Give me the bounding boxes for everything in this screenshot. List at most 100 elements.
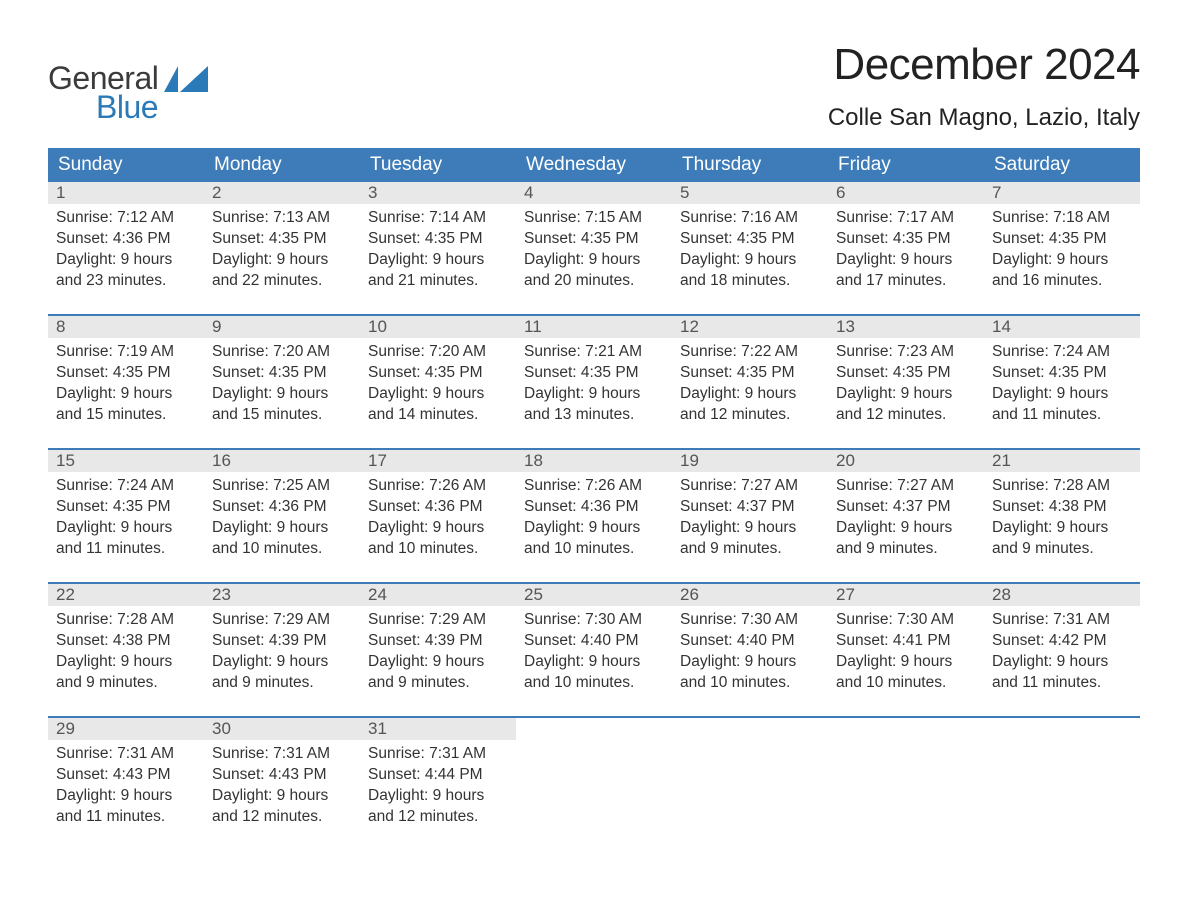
day-sunset: Sunset: 4:42 PM xyxy=(992,631,1132,652)
day-cell: 18Sunrise: 7:26 AMSunset: 4:36 PMDayligh… xyxy=(516,450,672,568)
day-sunset: Sunset: 4:36 PM xyxy=(56,229,196,250)
day-d2: and 9 minutes. xyxy=(56,673,196,694)
day-sunset: Sunset: 4:39 PM xyxy=(368,631,508,652)
day-d2: and 12 minutes. xyxy=(680,405,820,426)
day-d2: and 10 minutes. xyxy=(836,673,976,694)
day-d1: Daylight: 9 hours xyxy=(368,652,508,673)
day-sunset: Sunset: 4:44 PM xyxy=(368,765,508,786)
day-cell: 26Sunrise: 7:30 AMSunset: 4:40 PMDayligh… xyxy=(672,584,828,702)
day-sunset: Sunset: 4:35 PM xyxy=(836,229,976,250)
day-cell: 21Sunrise: 7:28 AMSunset: 4:38 PMDayligh… xyxy=(984,450,1140,568)
day-cell: 9Sunrise: 7:20 AMSunset: 4:35 PMDaylight… xyxy=(204,316,360,434)
day-d1: Daylight: 9 hours xyxy=(992,652,1132,673)
dow-sunday: Sunday xyxy=(48,148,204,182)
day-body: Sunrise: 7:30 AMSunset: 4:40 PMDaylight:… xyxy=(516,606,672,702)
day-sunrise: Sunrise: 7:24 AM xyxy=(992,342,1132,363)
day-d2: and 10 minutes. xyxy=(524,673,664,694)
day-cell: 16Sunrise: 7:25 AMSunset: 4:36 PMDayligh… xyxy=(204,450,360,568)
day-sunrise: Sunrise: 7:29 AM xyxy=(368,610,508,631)
dow-header-row: Sunday Monday Tuesday Wednesday Thursday… xyxy=(48,148,1140,182)
day-sunrise: Sunrise: 7:18 AM xyxy=(992,208,1132,229)
day-sunset: Sunset: 4:35 PM xyxy=(680,363,820,384)
day-sunset: Sunset: 4:41 PM xyxy=(836,631,976,652)
day-number: 20 xyxy=(828,450,984,472)
day-sunrise: Sunrise: 7:27 AM xyxy=(680,476,820,497)
day-d2: and 14 minutes. xyxy=(368,405,508,426)
day-number: 23 xyxy=(204,584,360,606)
day-d2: and 21 minutes. xyxy=(368,271,508,292)
day-d1: Daylight: 9 hours xyxy=(836,518,976,539)
day-d2: and 9 minutes. xyxy=(368,673,508,694)
day-d1: Daylight: 9 hours xyxy=(368,518,508,539)
day-cell: 6 Sunrise: 7:17 AMSunset: 4:35 PMDaylight… xyxy=(828,182,984,300)
day-number: 21 xyxy=(984,450,1140,472)
dow-wednesday: Wednesday xyxy=(516,148,672,182)
day-number: 6 xyxy=(828,182,984,204)
day-sunrise: Sunrise: 7:12 AM xyxy=(56,208,196,229)
day-cell: 15Sunrise: 7:24 AMSunset: 4:35 PMDayligh… xyxy=(48,450,204,568)
day-cell: 14Sunrise: 7:24 AMSunset: 4:35 PMDayligh… xyxy=(984,316,1140,434)
day-sunrise: Sunrise: 7:16 AM xyxy=(680,208,820,229)
day-sunset: Sunset: 4:40 PM xyxy=(680,631,820,652)
day-sunrise: Sunrise: 7:30 AM xyxy=(836,610,976,631)
day-d2: and 11 minutes. xyxy=(56,539,196,560)
day-d1: Daylight: 9 hours xyxy=(992,384,1132,405)
day-d2: and 10 minutes. xyxy=(680,673,820,694)
day-number: 4 xyxy=(516,182,672,204)
day-d2: and 23 minutes. xyxy=(56,271,196,292)
day-sunrise: Sunrise: 7:19 AM xyxy=(56,342,196,363)
day-d1: Daylight: 9 hours xyxy=(524,518,664,539)
day-cell: 30Sunrise: 7:31 AMSunset: 4:43 PMDayligh… xyxy=(204,718,360,836)
day-d1: Daylight: 9 hours xyxy=(836,250,976,271)
day-cell: 29Sunrise: 7:31 AMSunset: 4:43 PMDayligh… xyxy=(48,718,204,836)
day-cell: 4Sunrise: 7:15 AMSunset: 4:35 PMDaylight… xyxy=(516,182,672,300)
day-sunset: Sunset: 4:35 PM xyxy=(836,363,976,384)
week-row: 29Sunrise: 7:31 AMSunset: 4:43 PMDayligh… xyxy=(48,716,1140,836)
day-d2: and 15 minutes. xyxy=(56,405,196,426)
day-sunrise: Sunrise: 7:24 AM xyxy=(56,476,196,497)
day-number: 8 xyxy=(48,316,204,338)
day-sunrise: Sunrise: 7:15 AM xyxy=(524,208,664,229)
week-row: 22Sunrise: 7:28 AMSunset: 4:38 PMDayligh… xyxy=(48,582,1140,702)
day-sunrise: Sunrise: 7:28 AM xyxy=(56,610,196,631)
day-cell: 3Sunrise: 7:14 AMSunset: 4:35 PMDaylight… xyxy=(360,182,516,300)
week-row: 1Sunrise: 7:12 AMSunset: 4:36 PMDaylight… xyxy=(48,182,1140,300)
day-sunset: Sunset: 4:35 PM xyxy=(680,229,820,250)
day-sunset: Sunset: 4:43 PM xyxy=(56,765,196,786)
week-row: 8Sunrise: 7:19 AMSunset: 4:35 PMDaylight… xyxy=(48,314,1140,434)
day-d2: and 10 minutes. xyxy=(212,539,352,560)
day-sunset: Sunset: 4:37 PM xyxy=(680,497,820,518)
day-number: 10 xyxy=(360,316,516,338)
day-number: 18 xyxy=(516,450,672,472)
day-d1: Daylight: 9 hours xyxy=(368,384,508,405)
day-d1: Daylight: 9 hours xyxy=(56,250,196,271)
day-d1: Daylight: 9 hours xyxy=(56,518,196,539)
day-sunset: Sunset: 4:35 PM xyxy=(992,229,1132,250)
day-sunrise: Sunrise: 7:31 AM xyxy=(368,744,508,765)
day-body: Sunrise: 7:18 AMSunset: 4:35 PMDaylight:… xyxy=(984,204,1140,300)
dow-friday: Friday xyxy=(828,148,984,182)
day-body: Sunrise: 7:21 AMSunset: 4:35 PMDaylight:… xyxy=(516,338,672,434)
day-sunset: Sunset: 4:35 PM xyxy=(212,229,352,250)
day-d2: and 22 minutes. xyxy=(212,271,352,292)
day-number: 7 xyxy=(984,182,1140,204)
day-d1: Daylight: 9 hours xyxy=(836,384,976,405)
day-sunset: Sunset: 4:35 PM xyxy=(368,229,508,250)
day-sunset: Sunset: 4:36 PM xyxy=(212,497,352,518)
day-sunrise: Sunrise: 7:27 AM xyxy=(836,476,976,497)
day-sunset: Sunset: 4:39 PM xyxy=(212,631,352,652)
day-body: Sunrise: 7:25 AMSunset: 4:36 PMDaylight:… xyxy=(204,472,360,568)
day-cell xyxy=(672,718,828,836)
day-sunset: Sunset: 4:36 PM xyxy=(368,497,508,518)
day-cell xyxy=(516,718,672,836)
day-number: 12 xyxy=(672,316,828,338)
weeks-container: 1Sunrise: 7:12 AMSunset: 4:36 PMDaylight… xyxy=(48,182,1140,836)
day-sunrise: Sunrise: 7:21 AM xyxy=(524,342,664,363)
day-sunrise: Sunrise: 7:13 AM xyxy=(212,208,352,229)
day-d1: Daylight: 9 hours xyxy=(212,384,352,405)
day-sunrise: Sunrise: 7:17 AM xyxy=(836,208,976,229)
day-number: 5 xyxy=(672,182,828,204)
day-number: 24 xyxy=(360,584,516,606)
day-number: 30 xyxy=(204,718,360,740)
title-block: December 2024 Colle San Magno, Lazio, It… xyxy=(828,40,1140,132)
